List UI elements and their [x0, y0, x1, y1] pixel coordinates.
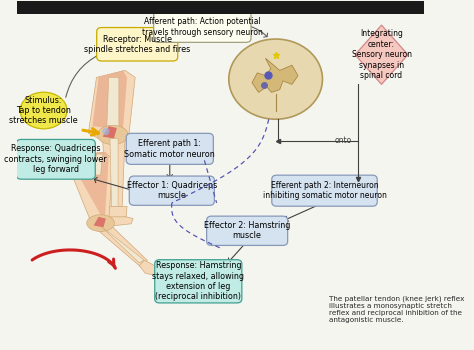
FancyBboxPatch shape: [155, 260, 242, 303]
Polygon shape: [102, 126, 117, 138]
Text: Stimulus:
Tap to tendon
stretches muscle: Stimulus: Tap to tendon stretches muscle: [9, 96, 78, 125]
Ellipse shape: [102, 128, 109, 135]
Polygon shape: [92, 70, 127, 130]
FancyBboxPatch shape: [17, 1, 424, 14]
Text: Afferent path: Action potential
travels through sensory neuron: Afferent path: Action potential travels …: [142, 17, 263, 36]
FancyBboxPatch shape: [154, 11, 251, 42]
Polygon shape: [105, 206, 127, 219]
FancyBboxPatch shape: [97, 28, 178, 61]
Circle shape: [229, 39, 322, 119]
FancyBboxPatch shape: [16, 139, 95, 179]
Text: Integrating
center:
Sensory neuron
synapses in
spinal cord: Integrating center: Sensory neuron synap…: [352, 29, 411, 80]
Text: Effector 2: Hamstring
muscle: Effector 2: Hamstring muscle: [204, 221, 291, 240]
Polygon shape: [102, 217, 133, 225]
Polygon shape: [110, 138, 118, 206]
Ellipse shape: [98, 125, 128, 145]
Polygon shape: [355, 25, 408, 84]
Polygon shape: [102, 227, 144, 263]
Polygon shape: [88, 70, 135, 147]
Text: Response: Quadriceps
contracts, swinging lower
leg forward: Response: Quadriceps contracts, swinging…: [4, 145, 107, 174]
Text: Efferent path 1:
Somatic motor neuron: Efferent path 1: Somatic motor neuron: [124, 139, 215, 159]
Polygon shape: [252, 58, 298, 92]
Polygon shape: [77, 152, 109, 222]
Polygon shape: [72, 152, 113, 225]
Text: The patellar tendon (knee jerk) reflex
illustrates a monosynaptic stretch
reflex: The patellar tendon (knee jerk) reflex i…: [328, 295, 464, 323]
Polygon shape: [97, 224, 147, 267]
Text: Receptor: Muscle
spindle stretches and fires: Receptor: Muscle spindle stretches and f…: [84, 35, 191, 54]
FancyBboxPatch shape: [126, 133, 213, 164]
Text: Efferent path 2: Interneuron
inhibiting somatic motor neuron: Efferent path 2: Interneuron inhibiting …: [263, 181, 386, 201]
Text: Functional Integrative Rehabilitation Education - Reciprocal Inhibition?: Functional Integrative Rehabilitation Ed…: [63, 4, 346, 10]
Text: onto: onto: [334, 136, 351, 145]
Polygon shape: [107, 77, 119, 130]
Ellipse shape: [20, 92, 67, 129]
Text: Response: Hamstring
stays relaxed, allowing
extension of leg
(reciprocal inhibit: Response: Hamstring stays relaxed, allow…: [152, 261, 244, 301]
Ellipse shape: [87, 215, 114, 231]
Polygon shape: [92, 154, 102, 175]
FancyBboxPatch shape: [207, 216, 288, 245]
Polygon shape: [94, 217, 106, 227]
Polygon shape: [102, 135, 125, 210]
Text: Effector 1: Quadriceps
muscle: Effector 1: Quadriceps muscle: [127, 181, 217, 201]
FancyBboxPatch shape: [129, 176, 214, 205]
Polygon shape: [139, 260, 162, 276]
FancyBboxPatch shape: [272, 175, 377, 206]
